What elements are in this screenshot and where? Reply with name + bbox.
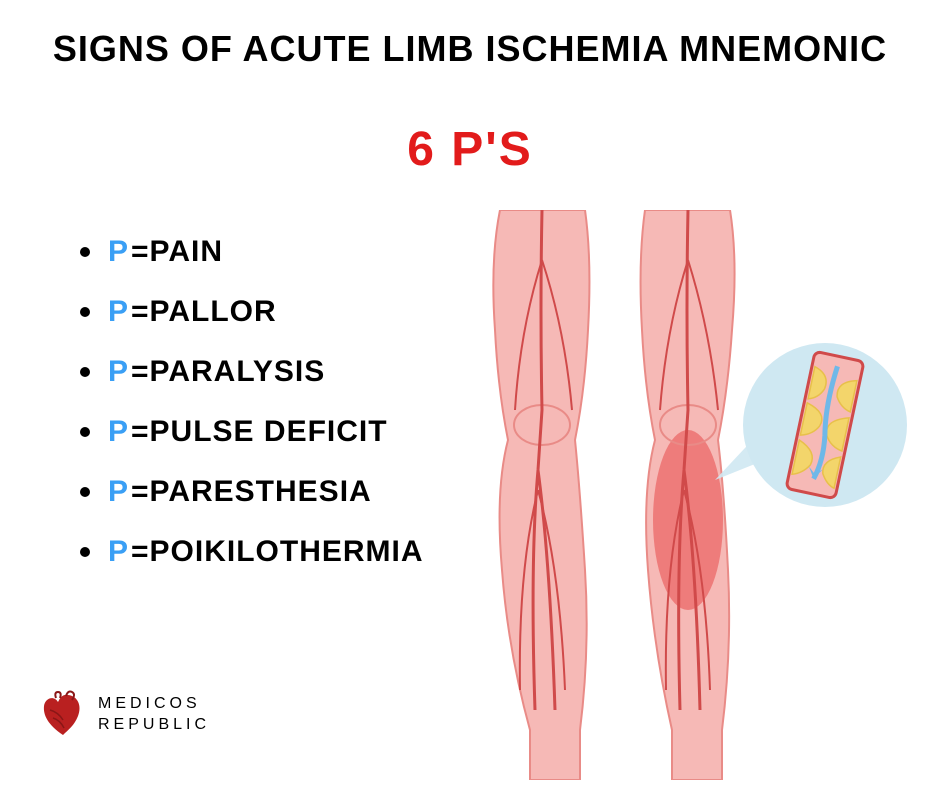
bullet-icon	[80, 427, 90, 437]
p-letter: P	[108, 235, 129, 269]
p-letter: P	[108, 535, 129, 569]
list-item: P = PALLOR	[80, 295, 424, 329]
legs-illustration	[460, 210, 770, 780]
eq: =	[131, 295, 150, 329]
list-item: P = PULSE DEFICIT	[80, 415, 424, 449]
bullet-icon	[80, 487, 90, 497]
brand-logo: MEDICOS REPUBLIC	[38, 690, 210, 740]
mnemonic-subtitle: 6 P'S	[0, 122, 940, 177]
list-label: PARESTHESIA	[150, 475, 372, 509]
list-label: PULSE DEFICIT	[150, 415, 388, 449]
p-letter: P	[108, 415, 129, 449]
brand-line1: MEDICOS	[98, 694, 210, 715]
list-label: PALLOR	[150, 295, 277, 329]
list-label: PARALYSIS	[150, 355, 326, 389]
list-label: POIKILOTHERMIA	[150, 535, 424, 569]
list-label: PAIN	[150, 235, 223, 269]
list-item: P = PARALYSIS	[80, 355, 424, 389]
bullet-icon	[80, 367, 90, 377]
list-item: P = PAIN	[80, 235, 424, 269]
artery-detail-illustration	[740, 340, 910, 510]
brand-text: MEDICOS REPUBLIC	[98, 694, 210, 736]
eq: =	[131, 535, 150, 569]
bullet-icon	[80, 247, 90, 257]
bullet-icon	[80, 307, 90, 317]
page-title: SIGNS OF ACUTE LIMB ISCHEMIA MNEMONIC	[0, 28, 940, 70]
mnemonic-list: P = PAIN P = PALLOR P = PARALYSIS P = PU…	[80, 235, 424, 595]
eq: =	[131, 235, 150, 269]
brand-line2: REPUBLIC	[98, 715, 210, 736]
bullet-icon	[80, 547, 90, 557]
p-letter: P	[108, 475, 129, 509]
p-letter: P	[108, 295, 129, 329]
list-item: P = PARESTHESIA	[80, 475, 424, 509]
heart-icon	[38, 690, 88, 740]
eq: =	[131, 415, 150, 449]
p-letter: P	[108, 355, 129, 389]
eq: =	[131, 475, 150, 509]
eq: =	[131, 355, 150, 389]
list-item: P = POIKILOTHERMIA	[80, 535, 424, 569]
